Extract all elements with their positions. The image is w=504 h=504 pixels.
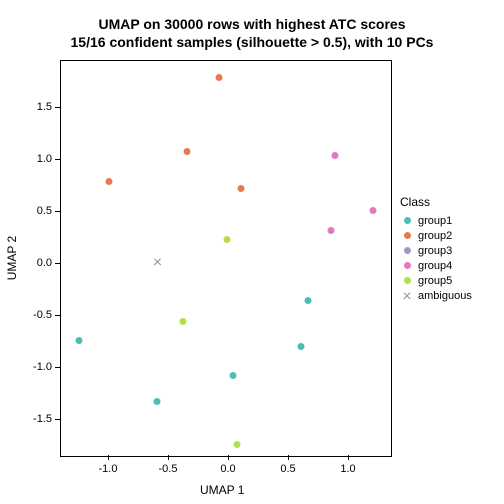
data-point xyxy=(180,312,187,330)
x-tick xyxy=(108,455,109,460)
y-tick-label: 1.0 xyxy=(26,153,52,165)
y-tick xyxy=(55,107,60,108)
group3-swatch xyxy=(400,247,414,254)
group5-swatch xyxy=(400,277,414,284)
legend-label: group3 xyxy=(418,245,452,257)
y-tick xyxy=(55,211,60,212)
x-tick-label: -0.5 xyxy=(159,463,178,475)
y-tick-label: -1.5 xyxy=(26,413,52,425)
data-point xyxy=(328,221,335,239)
plot-area xyxy=(60,60,392,457)
group1-swatch xyxy=(400,217,414,224)
data-point xyxy=(154,392,161,410)
chart-title-line1: UMAP on 30000 rows with highest ATC scor… xyxy=(0,16,504,32)
data-point xyxy=(223,230,230,248)
x-tick xyxy=(228,455,229,460)
legend-item: group4 xyxy=(400,258,472,273)
data-point xyxy=(76,331,83,349)
legend-title: Class xyxy=(400,195,472,209)
data-point xyxy=(229,366,236,384)
legend-item: group1 xyxy=(400,213,472,228)
legend-item: ambiguous xyxy=(400,288,472,303)
y-axis-label: UMAP 2 xyxy=(5,235,19,279)
legend-label: group4 xyxy=(418,260,452,272)
legend-item: group5 xyxy=(400,273,472,288)
legend-label: group1 xyxy=(418,215,452,227)
x-tick xyxy=(348,455,349,460)
legend-label: group2 xyxy=(418,230,452,242)
legend-label: ambiguous xyxy=(418,290,472,302)
legend-item: group3 xyxy=(400,243,472,258)
legend: Class group1 group2 group3 group4 group5 ambi… xyxy=(400,195,472,303)
data-point xyxy=(154,253,161,271)
y-tick-label: 0.5 xyxy=(26,205,52,217)
legend-item: group2 xyxy=(400,228,472,243)
y-tick-label: -0.5 xyxy=(26,309,52,321)
data-point xyxy=(184,142,191,160)
x-axis-label: UMAP 1 xyxy=(200,483,244,497)
x-tick-label: 1.0 xyxy=(340,463,355,475)
x-tick xyxy=(288,455,289,460)
y-tick xyxy=(55,263,60,264)
data-point xyxy=(370,201,377,219)
y-tick-label: 0.0 xyxy=(26,257,52,269)
chart-title-line2: 15/16 confident samples (silhouette > 0.… xyxy=(0,34,504,50)
data-point xyxy=(234,435,241,453)
x-tick-label: 0.0 xyxy=(220,463,235,475)
data-point xyxy=(216,68,223,86)
data-point xyxy=(238,179,245,197)
x-tick xyxy=(168,455,169,460)
data-point xyxy=(305,291,312,309)
y-tick xyxy=(55,419,60,420)
data-point xyxy=(106,172,113,190)
y-tick xyxy=(55,315,60,316)
legend-label: group5 xyxy=(418,275,452,287)
y-tick xyxy=(55,159,60,160)
group4-swatch xyxy=(400,262,414,269)
y-tick-label: -1.0 xyxy=(26,361,52,373)
group2-swatch xyxy=(400,232,414,239)
x-tick-label: 0.5 xyxy=(280,463,295,475)
data-point xyxy=(298,337,305,355)
y-tick-label: 1.5 xyxy=(26,101,52,113)
data-point xyxy=(331,146,338,164)
x-tick-label: -1.0 xyxy=(99,463,118,475)
y-tick xyxy=(55,367,60,368)
ambiguous-swatch xyxy=(400,292,414,299)
